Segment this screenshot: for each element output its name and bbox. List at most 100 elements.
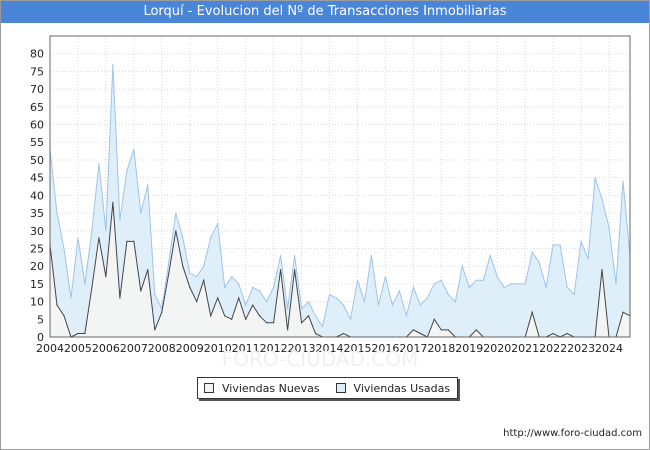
x-tick-label: 2004 (36, 342, 64, 355)
series-nuevas-point (77, 332, 79, 335)
x-tick-label: 2020 (483, 342, 511, 355)
series-usadas-point (175, 212, 177, 214)
series-nuevas-point (168, 272, 170, 274)
legend-label-usadas: Viviendas Usadas (353, 381, 451, 395)
series-usadas-point (91, 230, 93, 232)
series-nuevas-point (447, 329, 449, 331)
series-nuevas-point (301, 322, 303, 324)
series-usadas-point (615, 283, 617, 285)
series-usadas-point (447, 293, 449, 296)
series-nuevas-point (119, 297, 121, 299)
x-tick-label: 2012 (260, 342, 288, 355)
series-usadas-point (622, 180, 624, 182)
series-nuevas-point (140, 290, 142, 292)
series-nuevas-point (147, 269, 149, 271)
legend-label-nuevas: Viviendas Nuevas (222, 381, 320, 395)
series-usadas-point (545, 286, 547, 288)
x-tick-label: 2011 (232, 342, 260, 355)
x-tick-label: 2019 (455, 342, 483, 355)
x-tick-label: 2009 (176, 342, 204, 355)
y-tick-label: 5 (37, 313, 44, 326)
series-usadas-point (440, 279, 442, 281)
series-usadas-point (231, 276, 233, 278)
series-usadas-point (356, 279, 359, 281)
series-usadas-point (587, 258, 589, 260)
legend-item-nuevas: Viviendas Nuevas (204, 382, 320, 395)
series-usadas-point (559, 244, 561, 246)
series-usadas-point (126, 170, 128, 172)
series-usadas-point (384, 276, 386, 278)
series-usadas-point (266, 301, 268, 303)
y-tick-label: 70 (30, 83, 44, 96)
series-usadas-point (210, 237, 212, 239)
x-tick-label: 2016 (371, 342, 399, 355)
series-usadas-point (538, 262, 540, 264)
series-usadas-point (517, 283, 519, 285)
y-tick-label: 35 (30, 207, 44, 220)
series-usadas-point (433, 283, 435, 285)
series-usadas-point (370, 255, 372, 257)
series-usadas-point (119, 219, 121, 221)
series-usadas-point (405, 315, 407, 317)
x-tick-label: 2008 (148, 342, 176, 355)
series-usadas-point (335, 297, 338, 299)
x-tick-label: 2013 (288, 342, 316, 355)
series-usadas-line (49, 64, 631, 328)
series-nuevas-point (245, 318, 247, 320)
footer-url[interactable]: http://www.foro-ciudad.com (503, 428, 642, 439)
watermark: FORO-CIUDAD.COM (222, 347, 419, 371)
x-tick-label: 2021 (511, 342, 539, 355)
series-usadas-point (482, 279, 484, 281)
series-usadas-point (168, 262, 170, 264)
series-nuevas-point (412, 329, 414, 331)
chart-legend: Viviendas Nuevas Viviendas Usadas (197, 377, 458, 399)
series-nuevas-point (266, 322, 268, 324)
series-nuevas-point (308, 315, 310, 317)
legend-item-usadas: Viviendas Usadas (335, 381, 451, 395)
series-nuevas-point (531, 311, 533, 313)
series-nuevas-point (161, 311, 163, 313)
y-tick-label: 15 (30, 278, 44, 291)
x-tick-label: 2023 (567, 342, 595, 355)
series-usadas-points (49, 63, 631, 327)
x-tick-label: 2006 (92, 342, 120, 355)
series-nuevas-point (475, 329, 477, 331)
series-nuevas-point (84, 332, 86, 335)
series-nuevas-point (112, 201, 114, 203)
series-nuevas-point (133, 240, 135, 242)
series-usadas-point (524, 283, 526, 285)
series-usadas-point (147, 184, 149, 186)
series-usadas-point (294, 255, 296, 257)
series-usadas-point (287, 308, 289, 310)
series-usadas-point (573, 293, 575, 296)
series-usadas-point (342, 304, 345, 306)
series-usadas-point (63, 247, 65, 250)
series-usadas-point (552, 244, 554, 246)
x-tick-label: 2010 (204, 342, 232, 355)
y-tick-label: 65 (30, 101, 44, 114)
series-usadas-point (566, 286, 568, 288)
series-usadas-point (510, 283, 512, 285)
x-tick-label: 2005 (64, 342, 92, 355)
series-nuevas-point (203, 279, 205, 281)
series-usadas-point (475, 279, 477, 281)
series-usadas-point (594, 177, 596, 179)
y-tick-label: 60 (30, 119, 44, 132)
series-usadas-point (454, 301, 456, 303)
series-usadas-point (154, 293, 156, 296)
series-nuevas-point (314, 332, 317, 335)
series-usadas-point (252, 286, 254, 288)
series-usadas-point (280, 255, 282, 257)
y-tick-label: 30 (30, 225, 44, 238)
series-usadas-point (259, 290, 261, 292)
legend-swatch-usadas (335, 383, 346, 393)
series-nuevas-area (50, 202, 630, 337)
y-tick-label: 50 (30, 154, 44, 167)
series-nuevas-point (566, 332, 568, 335)
series-nuevas-point (63, 315, 65, 317)
series-nuevas-point (91, 286, 93, 288)
series-nuevas-point (552, 332, 554, 335)
series-usadas-point (77, 237, 79, 239)
series-nuevas-point (56, 304, 58, 306)
